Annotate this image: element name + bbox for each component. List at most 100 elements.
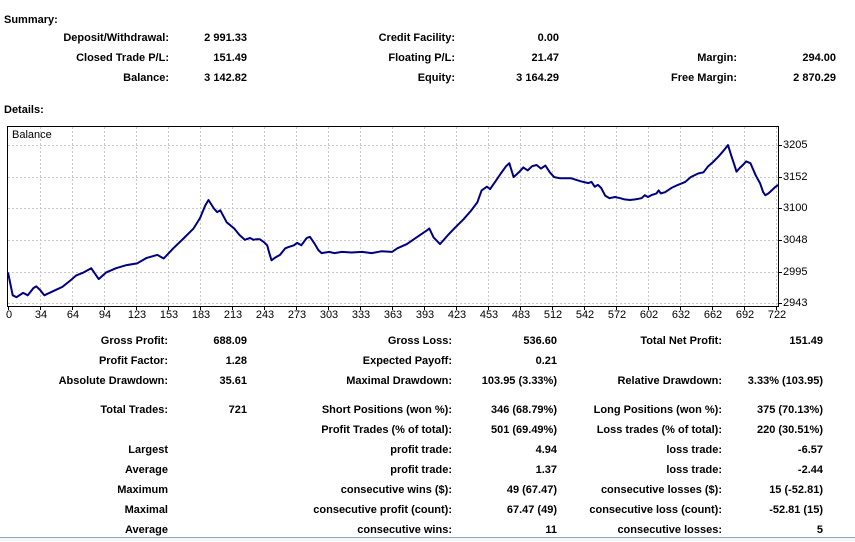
stat-label: Total Net Profit: — [640, 335, 722, 347]
stat-value: 294.00 — [802, 52, 836, 64]
x-tick-label: 542 — [575, 309, 595, 321]
stat-value: 688.09 — [213, 335, 247, 347]
stat-value: 2 991.33 — [204, 32, 247, 44]
y-tick-label: 2995 — [783, 266, 808, 278]
stat-value: 346 (68.79%) — [490, 404, 557, 416]
stat-value: -52.81 (15) — [769, 504, 823, 516]
stat-label: consecutive loss (count): — [589, 504, 722, 516]
stat-label: consecutive losses: — [617, 524, 722, 536]
x-tick-label: 243 — [255, 309, 275, 321]
trade-stats-row: Average consecutive wins: 11 consecutive lo… — [0, 520, 855, 540]
trade-stats-row: Profit Trades (% of total): 501 (69.49%) L… — [0, 420, 855, 440]
x-tick-label: 512 — [543, 309, 563, 321]
details-heading: Details: — [4, 104, 44, 116]
stat-value: 11 — [545, 524, 557, 536]
y-tick-label: 3152 — [783, 171, 808, 183]
stat-value: 721 — [228, 404, 247, 416]
stat-value: 3.33% (103.95) — [747, 375, 823, 387]
stat-label: Deposit/Withdrawal: — [63, 32, 169, 44]
x-tick-label: 273 — [287, 309, 307, 321]
y-tick-label: 3205 — [783, 139, 808, 151]
stat-value: 2 870.29 — [793, 72, 836, 84]
x-tick-label: 213 — [223, 309, 243, 321]
stat-value: 15 (-52.81) — [769, 484, 823, 496]
stat-value: 536.60 — [523, 335, 557, 347]
stat-value: 5 — [816, 524, 823, 536]
stat-label: Average — [124, 524, 168, 536]
stat-value: 0.00 — [537, 32, 559, 44]
stat-label: Profit Factor: — [98, 355, 168, 367]
stat-value: 49 (67.47) — [506, 484, 557, 496]
stat-label: Average — [124, 464, 168, 476]
stat-value: 103.95 (3.33%) — [481, 375, 557, 387]
trade-stats-row: Maximal consecutive profit (count): 67.47 … — [0, 500, 855, 520]
stat-label: Total Trades: — [100, 404, 168, 416]
stat-value: -6.57 — [797, 444, 823, 456]
stat-label: Maximal — [124, 504, 168, 516]
x-tick-label: 64 — [66, 309, 80, 321]
stat-label: Loss trades (% of total): — [596, 424, 722, 436]
x-tick-label: 423 — [447, 309, 467, 321]
stat-value: 3 164.29 — [516, 72, 559, 84]
trade-stats-row: Total Trades: 721 Short Positions (won %):… — [0, 400, 855, 420]
y-tick-label: 3048 — [783, 234, 808, 246]
stat-value: 1.37 — [535, 464, 557, 476]
y-tick-label: 3100 — [783, 202, 808, 214]
stat-label: Free Margin: — [670, 72, 737, 84]
stat-value: 220 (30.51%) — [756, 424, 823, 436]
stat-label: Absolute Drawdown: — [58, 375, 168, 387]
x-tick-label: 183 — [191, 309, 211, 321]
summary-heading: Summary: — [4, 14, 58, 26]
x-tick-label: 333 — [351, 309, 371, 321]
stat-label: Maximum — [117, 484, 168, 496]
stat-label: Gross Profit: — [100, 335, 168, 347]
stat-label: consecutive wins: — [357, 524, 452, 536]
stat-label: Long Positions (won %): — [593, 404, 722, 416]
stat-label: Margin: — [697, 52, 737, 64]
chart-series-label: Balance — [12, 129, 52, 141]
stat-value: 67.47 (49) — [506, 504, 557, 516]
stat-label: loss trade: — [666, 444, 722, 456]
x-tick-label: 34 — [34, 309, 48, 321]
x-tick-label: 123 — [127, 309, 147, 321]
trade-stats-row: Average profit trade: 1.37 loss trade: -2.44 — [0, 460, 855, 480]
stat-label: Closed Trade P/L: — [76, 52, 169, 64]
x-tick-label: 363 — [383, 309, 403, 321]
stat-label: Expected Payoff: — [362, 355, 452, 367]
trade-stats-row: Maximum consecutive wins ($): 49 (67.47) co… — [0, 480, 855, 500]
balance-chart-svg — [7, 126, 782, 310]
stat-value: 151.49 — [213, 52, 247, 64]
stat-value: 1.28 — [225, 355, 247, 367]
stat-value: 501 (69.49%) — [490, 424, 557, 436]
results-row: Gross Profit: 688.09 Gross Loss: 536.60 Tota… — [0, 331, 855, 351]
x-tick-label: 393 — [415, 309, 435, 321]
y-tick-label: 2943 — [783, 297, 808, 309]
stat-label: consecutive wins ($): — [340, 484, 452, 496]
stat-label: Profit Trades (% of total): — [321, 424, 452, 436]
trade-stats-row: Largest profit trade: 4.94 loss trade: -6.57 — [0, 440, 855, 460]
summary-row: Deposit/Withdrawal: 2 991.33 Credit Facili… — [0, 28, 855, 48]
results-row: Absolute Drawdown: 35.61 Maximal Drawdown:… — [0, 371, 855, 391]
stat-value: 375 (70.13%) — [756, 404, 823, 416]
bottom-divider — [0, 537, 855, 541]
x-tick-label: 453 — [479, 309, 499, 321]
summary-row: Closed Trade P/L: 151.49 Floating P/L: 21.4… — [0, 48, 855, 68]
x-tick-label: 602 — [639, 309, 659, 321]
x-tick-label: 483 — [511, 309, 531, 321]
stat-label: profit trade: — [390, 444, 452, 456]
x-tick-label: 632 — [671, 309, 691, 321]
stat-value: -2.44 — [797, 464, 823, 476]
x-tick-label: 153 — [159, 309, 179, 321]
x-tick-label: 692 — [735, 309, 755, 321]
x-tick-label: 0 — [5, 309, 13, 321]
x-tick-label: 303 — [319, 309, 339, 321]
stat-label: loss trade: — [666, 464, 722, 476]
stat-label: Largest — [128, 444, 168, 456]
stat-label: Maximal Drawdown: — [346, 375, 452, 387]
stat-label: Credit Facility: — [378, 32, 455, 44]
stat-value: 4.94 — [535, 444, 557, 456]
stat-value: 151.49 — [789, 335, 823, 347]
stat-label: profit trade: — [390, 464, 452, 476]
stat-label: Gross Loss: — [387, 335, 452, 347]
stat-value: 21.47 — [531, 52, 559, 64]
